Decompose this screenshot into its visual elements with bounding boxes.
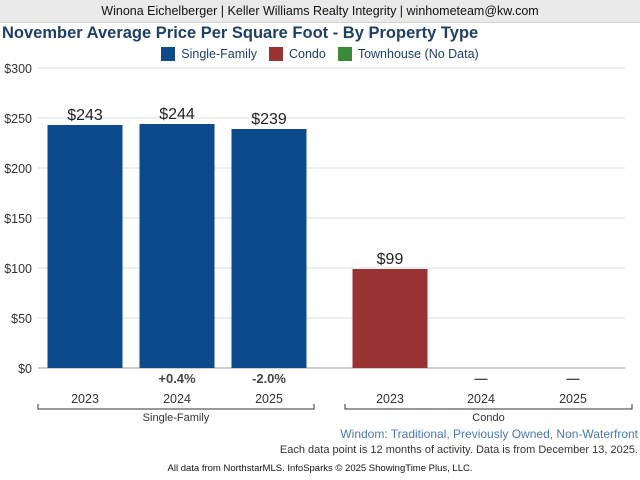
y-tick-label: $250: [4, 112, 32, 126]
y-tick-label: $50: [11, 312, 32, 326]
x-tick-label: 2023: [71, 392, 99, 406]
bar-value-label: $239: [251, 111, 287, 128]
x-tick-label: 2023: [376, 392, 404, 406]
x-tick-label: 2025: [559, 392, 587, 406]
y-tick-label: $100: [4, 262, 32, 276]
bar: [139, 124, 215, 368]
group-bracket: [37, 404, 315, 410]
x-tick-label: 2024: [467, 392, 495, 406]
chart-subtitle: Windom: Traditional, Previously Owned, N…: [340, 427, 638, 441]
y-tick-label: $150: [4, 212, 32, 226]
legend-swatch-single-family: [161, 47, 176, 61]
bar-value-label: $243: [67, 107, 103, 124]
group-label: Single-Family: [143, 412, 210, 424]
bar-value-label: $244: [159, 106, 195, 123]
data-credit: All data from NorthstarMLS. InfoSparks ©…: [167, 463, 473, 474]
bar-value-label: $99: [377, 251, 404, 268]
x-tick-label: 2024: [163, 392, 191, 406]
change-label: -2.0%: [252, 371, 286, 386]
change-label: +0.4%: [158, 371, 196, 386]
legend-swatch-condo: [268, 47, 283, 61]
legend-item-condo[interactable]: Condo: [268, 45, 326, 63]
y-tick-label: $300: [4, 62, 32, 76]
agent-header: Winona Eichelberger | Keller Williams Re…: [0, 0, 640, 23]
x-tick-label: 2025: [255, 392, 283, 406]
legend-swatch-townhouse: [337, 47, 352, 61]
y-tick-label: $0: [18, 362, 32, 376]
group-label: Condo: [472, 412, 504, 424]
legend-label-condo: Condo: [288, 47, 326, 61]
chart-title: November Average Price Per Square Foot -…: [2, 24, 479, 42]
legend-item-townhouse[interactable]: Townhouse (No Data): [337, 45, 479, 63]
group-bracket: [344, 404, 633, 410]
change-label: —: [475, 371, 488, 386]
bar: [47, 125, 123, 368]
y-tick-label: $200: [4, 162, 32, 176]
bar: [352, 269, 428, 368]
legend-label-townhouse: Townhouse (No Data): [357, 47, 479, 61]
bar: [231, 129, 307, 368]
change-label: —: [567, 371, 580, 386]
data-note: Each data point is 12 months of activity…: [279, 444, 638, 456]
chart-legend: Single-Family Condo Townhouse (No Data): [0, 45, 640, 63]
legend-item-single-family[interactable]: Single-Family: [161, 45, 257, 63]
legend-label-single-family: Single-Family: [181, 47, 257, 61]
